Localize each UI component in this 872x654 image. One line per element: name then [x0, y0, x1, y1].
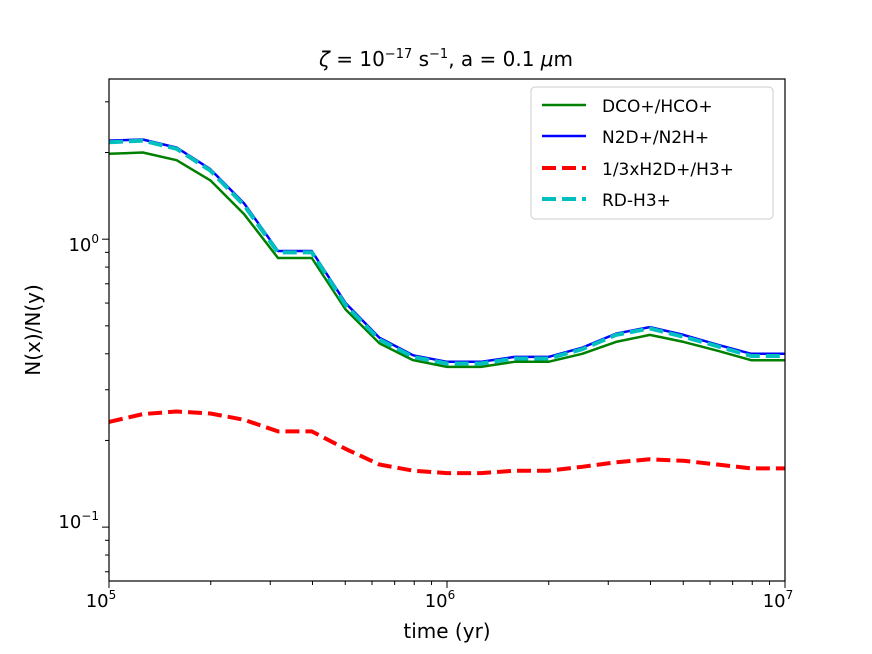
legend-label-dco-hco: DCO+/HCO+: [602, 97, 713, 117]
legend: DCO+/HCO+ N2D+/N2H+ 1/3xH2D+/H3+ RD-H3+: [530, 86, 774, 220]
x-tick-label-1e7: 107: [763, 588, 794, 612]
legend-label-n2d-n2h: N2D+/N2H+: [602, 128, 709, 148]
x-tick-label-1e5: 105: [86, 588, 117, 612]
tick-layer: [102, 101, 786, 588]
chart-title: ζ = 10−17 s−1, a = 0.1 μm: [318, 47, 573, 71]
series-line-h2d-h3: [109, 409, 785, 476]
legend-frame: [530, 86, 774, 220]
x-axis-label: time (yr): [403, 619, 490, 643]
x-tick-label-1e6: 106: [425, 588, 456, 612]
legend-entries: [542, 103, 586, 201]
series-layer: [109, 138, 785, 476]
legend-label-rd-h3: RD-H3+: [602, 191, 671, 211]
series-line-rd-h3: [109, 138, 785, 366]
y-tick-label-1e-1: 10−1: [58, 509, 99, 533]
legend-label-h2d-h3: 1/3xH2D+/H3+: [602, 160, 734, 180]
y-axis-label: N(x)/N(y): [21, 284, 45, 376]
y-tick-label-1e0: 100: [68, 232, 99, 256]
series-line-dco-hco: [109, 151, 785, 369]
